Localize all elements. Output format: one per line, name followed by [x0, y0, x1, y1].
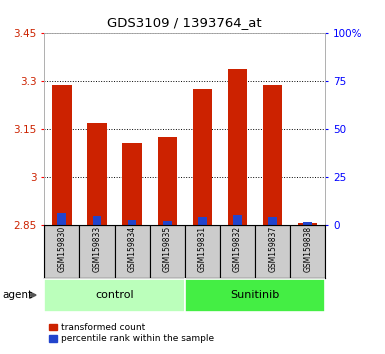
Text: GSM159830: GSM159830: [57, 225, 66, 272]
Bar: [198, 217, 207, 225]
Bar: [157, 137, 177, 225]
Bar: [193, 88, 212, 225]
Bar: [233, 215, 242, 225]
Text: Sunitinib: Sunitinib: [231, 290, 280, 300]
Bar: [92, 216, 101, 225]
Bar: [255, 225, 290, 278]
Bar: [128, 220, 137, 225]
Bar: [268, 217, 277, 225]
Text: GSM159837: GSM159837: [268, 225, 277, 272]
Legend: transformed count, percentile rank within the sample: transformed count, percentile rank withi…: [49, 323, 214, 343]
Bar: [87, 123, 107, 225]
Bar: [115, 225, 150, 278]
Text: agent: agent: [2, 290, 32, 300]
Text: GSM159832: GSM159832: [233, 225, 242, 272]
Bar: [263, 85, 282, 225]
Bar: [79, 225, 115, 278]
Bar: [228, 69, 247, 225]
Text: GSM159835: GSM159835: [163, 225, 172, 272]
Bar: [57, 213, 66, 225]
Text: GSM159834: GSM159834: [127, 225, 137, 272]
Text: GSM159833: GSM159833: [92, 225, 102, 272]
Bar: [44, 225, 79, 278]
FancyBboxPatch shape: [185, 279, 325, 312]
Text: GSM159838: GSM159838: [303, 225, 312, 272]
Text: GSM159831: GSM159831: [198, 225, 207, 272]
Bar: [163, 221, 172, 225]
Text: GDS3109 / 1393764_at: GDS3109 / 1393764_at: [107, 16, 262, 29]
Text: control: control: [95, 290, 134, 300]
Bar: [298, 223, 317, 225]
Bar: [290, 225, 325, 278]
Bar: [220, 225, 255, 278]
FancyBboxPatch shape: [44, 279, 185, 312]
Bar: [185, 225, 220, 278]
Bar: [303, 222, 312, 225]
Bar: [122, 143, 142, 225]
Bar: [150, 225, 185, 278]
Bar: [52, 85, 72, 225]
